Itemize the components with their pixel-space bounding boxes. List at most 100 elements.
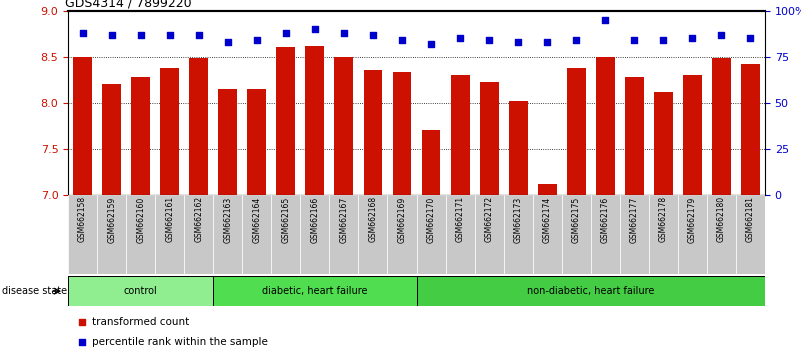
Point [337, 30, 350, 35]
Bar [160, 68, 179, 195]
Bar [97, 195, 127, 274]
Point [570, 37, 582, 43]
Bar [392, 72, 412, 195]
Bar [736, 195, 765, 274]
Bar [533, 195, 562, 274]
Bar [184, 195, 213, 274]
Point [192, 32, 205, 38]
Point [483, 37, 496, 43]
Text: GSM662167: GSM662167 [340, 196, 348, 242]
Point [541, 39, 553, 45]
Bar [329, 195, 359, 274]
Bar [509, 101, 528, 195]
Bar [620, 195, 649, 274]
Bar [741, 64, 760, 195]
Text: GSM662170: GSM662170 [427, 196, 436, 242]
Bar [335, 57, 353, 195]
Point [425, 41, 437, 47]
Point [221, 39, 234, 45]
Text: GSM662160: GSM662160 [136, 196, 145, 242]
Point [76, 30, 89, 35]
Point [686, 35, 698, 41]
Bar [537, 184, 557, 195]
Bar [219, 89, 237, 195]
Text: GSM662173: GSM662173 [513, 196, 522, 242]
Text: GSM662178: GSM662178 [659, 196, 668, 242]
Bar [417, 195, 445, 274]
Text: GSM662175: GSM662175 [572, 196, 581, 242]
Bar [272, 195, 300, 274]
Point [308, 26, 321, 32]
Text: control: control [124, 286, 158, 296]
Bar [417, 276, 765, 306]
Bar [421, 130, 441, 195]
Point [744, 35, 757, 41]
Point [105, 32, 118, 38]
Text: diabetic, heart failure: diabetic, heart failure [262, 286, 368, 296]
Bar [127, 195, 155, 274]
Text: GSM662176: GSM662176 [601, 196, 610, 242]
Text: GSM662172: GSM662172 [485, 196, 493, 242]
Point [453, 35, 466, 41]
Text: GSM662164: GSM662164 [252, 196, 261, 242]
Bar [590, 195, 620, 274]
Point [396, 37, 409, 43]
Text: GSM662165: GSM662165 [281, 196, 290, 242]
Text: percentile rank within the sample: percentile rank within the sample [92, 337, 268, 347]
Text: GSM662162: GSM662162 [195, 196, 203, 242]
Text: GSM662159: GSM662159 [107, 196, 116, 242]
Text: GSM662180: GSM662180 [717, 196, 726, 242]
Text: GSM662181: GSM662181 [746, 196, 755, 242]
Point [599, 17, 612, 23]
Bar [276, 47, 296, 195]
Text: GSM662161: GSM662161 [165, 196, 174, 242]
Bar [213, 276, 417, 306]
Text: transformed count: transformed count [92, 318, 190, 327]
Text: GDS4314 / 7899220: GDS4314 / 7899220 [65, 0, 191, 10]
Bar [131, 77, 150, 195]
Bar [242, 195, 272, 274]
Bar [625, 77, 644, 195]
Bar [300, 195, 329, 274]
Bar [68, 276, 213, 306]
Bar [480, 82, 498, 195]
Bar [474, 195, 504, 274]
Bar [504, 195, 533, 274]
Point [628, 37, 641, 43]
Point [163, 32, 176, 38]
Text: GSM662158: GSM662158 [78, 196, 87, 242]
Text: GSM662166: GSM662166 [311, 196, 320, 242]
Text: GSM662163: GSM662163 [223, 196, 232, 242]
Text: GSM662177: GSM662177 [630, 196, 638, 242]
Bar [654, 92, 673, 195]
Bar [451, 75, 469, 195]
Point [75, 339, 88, 345]
Point [75, 320, 88, 325]
Bar [364, 70, 382, 195]
Bar [359, 195, 388, 274]
Bar [706, 195, 736, 274]
Point [512, 39, 525, 45]
Bar [445, 195, 474, 274]
Text: GSM662174: GSM662174 [543, 196, 552, 242]
Bar [683, 75, 702, 195]
Bar [388, 195, 417, 274]
Bar [189, 58, 208, 195]
Point [280, 30, 292, 35]
Bar [712, 58, 731, 195]
Bar [567, 68, 586, 195]
Text: GSM662168: GSM662168 [368, 196, 377, 242]
Text: GSM662169: GSM662169 [397, 196, 406, 242]
Bar [68, 195, 97, 274]
Bar [103, 84, 121, 195]
Point [367, 32, 380, 38]
Text: GSM662171: GSM662171 [456, 196, 465, 242]
Point [657, 37, 670, 43]
Bar [213, 195, 242, 274]
Bar [596, 57, 614, 195]
Point [251, 37, 264, 43]
Bar [155, 195, 184, 274]
Point [135, 32, 147, 38]
Bar [305, 46, 324, 195]
Bar [649, 195, 678, 274]
